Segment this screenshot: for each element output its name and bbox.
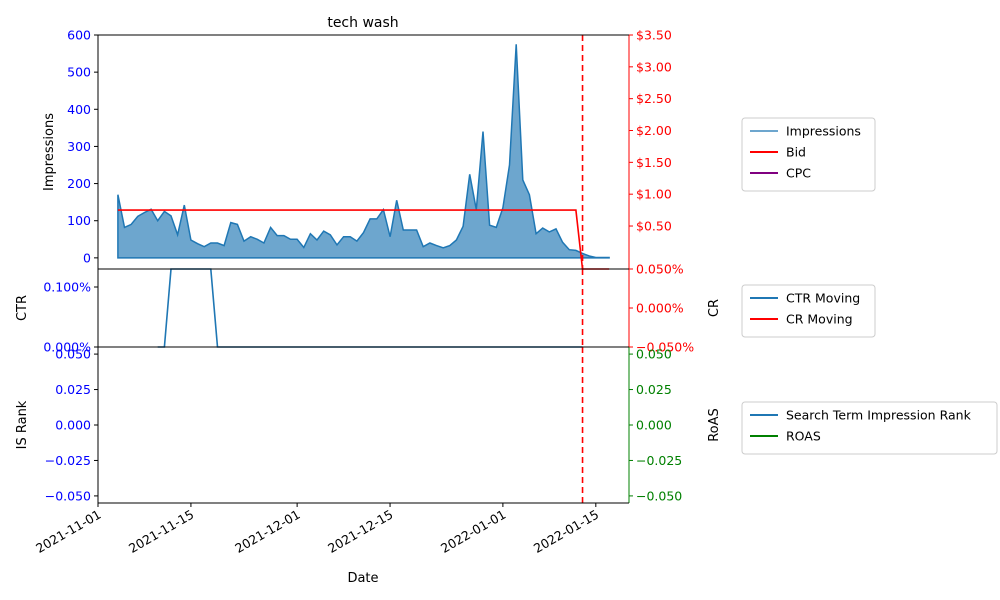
series-impressions bbox=[117, 44, 610, 259]
legend-label: ROAS bbox=[786, 429, 821, 444]
series-ctr-moving bbox=[157, 268, 583, 348]
right-tick-label: $0.50 bbox=[636, 219, 672, 234]
x-axis-label: Date bbox=[347, 571, 378, 586]
legend-label: Bid bbox=[786, 145, 806, 160]
right-tick-label: 0.050 bbox=[636, 347, 672, 362]
left-tick-label: 100 bbox=[67, 213, 91, 228]
x-tick-label: 2021-11-01 bbox=[33, 507, 103, 556]
panel-is-rank: −0.050 −0.025 0.000 0.025 0.050 −0.050 −0.025 0… bbox=[15, 346, 722, 504]
y-axis-label-right: CR bbox=[707, 299, 722, 317]
left-tick-label: 0.025 bbox=[55, 382, 91, 397]
left-tick-label: 0.000% bbox=[43, 340, 91, 355]
left-tick-label: 0.000 bbox=[55, 418, 91, 433]
left-tick-label: 300 bbox=[67, 139, 91, 154]
right-tick-label: −0.050 bbox=[636, 488, 682, 503]
right-tick-label: 0.050% bbox=[636, 262, 684, 277]
legend-label: CR Moving bbox=[786, 312, 853, 327]
legend-label: CPC bbox=[786, 166, 811, 181]
right-tick-label: $2.00 bbox=[636, 123, 672, 138]
legend-label: Impressions bbox=[786, 124, 861, 139]
legend-label: Search Term Impression Rank bbox=[786, 408, 972, 423]
left-tick-label: −0.050 bbox=[45, 488, 91, 503]
x-tick-label: 2022-01-01 bbox=[438, 507, 508, 556]
x-axis: 2021-11-01 2021-11-15 2021-12-01 2021-12-15… bbox=[33, 503, 601, 556]
legend-box bbox=[741, 401, 998, 455]
x-tick-label: 2021-12-01 bbox=[232, 507, 302, 556]
chart-title: tech wash bbox=[327, 15, 398, 31]
right-tick-label: $1.00 bbox=[636, 187, 672, 202]
right-tick-label: −0.025 bbox=[636, 453, 682, 468]
left-tick-label: 0.050 bbox=[55, 347, 91, 362]
y-axis-label-left: IS Rank bbox=[15, 400, 30, 449]
x-tick-label: 2021-11-15 bbox=[126, 507, 196, 556]
x-tick-label: 2022-01-15 bbox=[531, 507, 601, 556]
right-tick-label: $2.50 bbox=[636, 91, 672, 106]
right-tick-label: $3.00 bbox=[636, 59, 672, 74]
panel-ctr: 0.000% 0.100% −0.050% 0.000% 0.050% CTR CR bbox=[15, 262, 722, 355]
legend-label: CTR Moving bbox=[786, 291, 860, 306]
left-tick-label: 500 bbox=[67, 65, 91, 80]
left-tick-label: 200 bbox=[67, 176, 91, 191]
left-tick-label: 400 bbox=[67, 102, 91, 117]
legends: Impressions Bid CPC CTR Moving CR Moving Sear… bbox=[741, 117, 998, 455]
right-tick-label: $3.50 bbox=[636, 28, 672, 43]
right-tick-label: 0.000 bbox=[636, 418, 672, 433]
right-tick-label: 0.000% bbox=[636, 301, 684, 316]
right-tick-label: −0.050% bbox=[636, 340, 694, 355]
x-tick-label: 2021-12-15 bbox=[325, 507, 395, 556]
left-tick-label: −0.025 bbox=[45, 453, 91, 468]
y-axis-label-left: CTR bbox=[15, 295, 30, 321]
left-tick-label: 0 bbox=[83, 250, 91, 265]
y-axis-label-left: Impressions bbox=[42, 113, 57, 191]
right-tick-label: $1.50 bbox=[636, 155, 672, 170]
y-axis-label-right: RoAS bbox=[707, 408, 722, 442]
left-tick-label: 0.100% bbox=[43, 280, 91, 295]
right-tick-label: 0.025 bbox=[636, 382, 672, 397]
panel-impressions: 0 100 200 300 400 500 600 $0.50 $1.00 $1.50 $2.00 $… bbox=[42, 28, 672, 270]
left-tick-label: 600 bbox=[67, 28, 91, 43]
